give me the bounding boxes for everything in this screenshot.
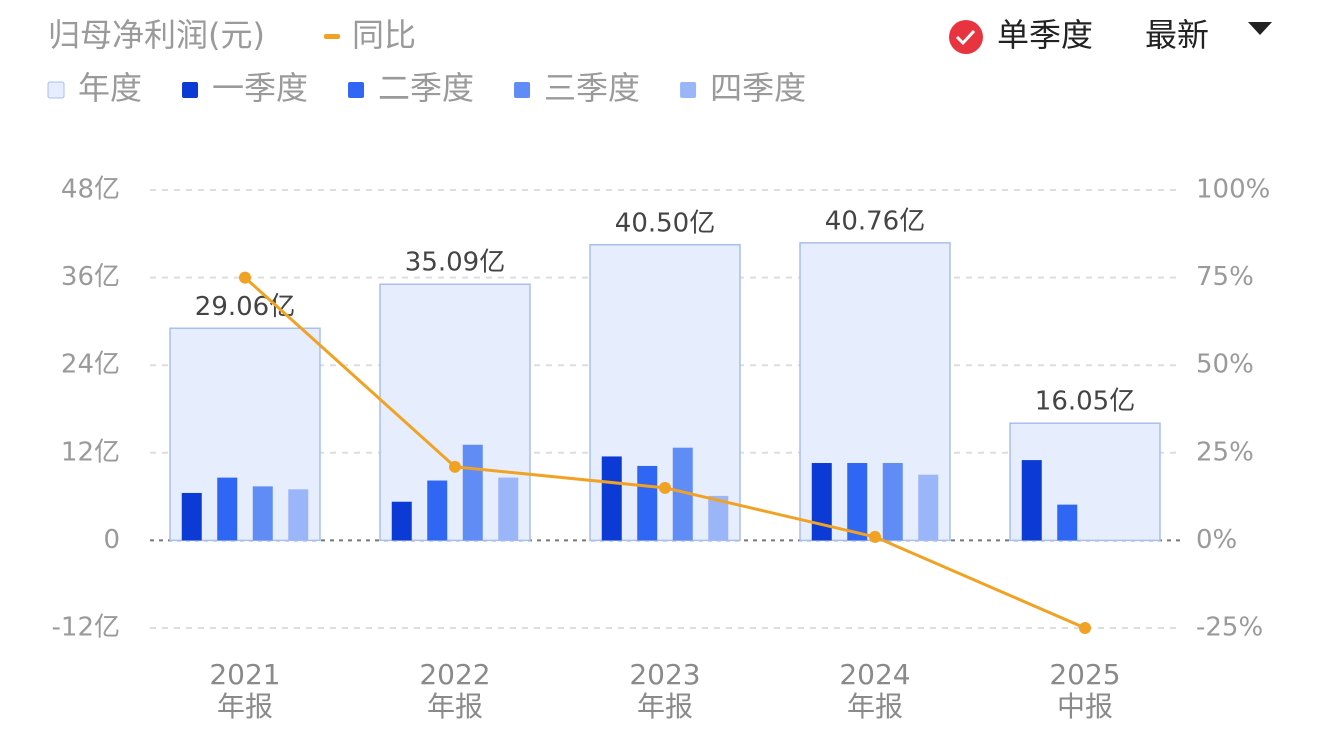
quarter-bar [847, 463, 868, 541]
x-tick-sublabel: 年报 [637, 690, 693, 723]
legend-swatch [514, 82, 531, 98]
y2-tick-label: 50% [1196, 350, 1254, 380]
x-tick-sublabel: 年报 [217, 690, 273, 723]
quarter-bar [601, 456, 622, 541]
y-tick-label: 24亿 [61, 350, 120, 380]
quarter-bar [1021, 460, 1042, 541]
x-tick-sublabel: 年报 [427, 690, 483, 723]
value-label: 35.09亿 [405, 248, 505, 278]
y2-tick-label: 75% [1196, 262, 1254, 292]
yoy-point [449, 460, 461, 473]
legend-label: 同比 [352, 16, 416, 54]
x-tick-label: 2025 [1049, 658, 1120, 691]
y-tick-label: -12亿 [52, 613, 120, 643]
legend-line-swatch [324, 34, 340, 39]
quarter-bar [708, 495, 729, 541]
value-label: 16.05亿 [1035, 387, 1135, 417]
check-mark [955, 29, 976, 46]
quarter-bar [181, 492, 202, 541]
value-label: 40.50亿 [615, 208, 715, 238]
value-label: 40.76亿 [825, 206, 925, 236]
x-tick-sublabel: 年报 [847, 690, 903, 723]
legend-swatch [348, 82, 365, 98]
quarter-bar [672, 447, 693, 541]
y-tick-label: 48亿 [61, 175, 120, 205]
y-tick-label: 36亿 [61, 262, 120, 292]
yoy-point [1079, 622, 1091, 634]
x-tick-sublabel: 中报 [1057, 690, 1113, 723]
quarter-bar [427, 480, 448, 541]
quarter-bar [637, 465, 658, 541]
value-label: 29.06亿 [195, 292, 295, 322]
y2-tick-label: 100% [1196, 175, 1270, 205]
yoy-point [869, 530, 881, 543]
quarter-bar [1057, 504, 1078, 541]
quarter-bar [811, 463, 832, 541]
legend-label: 一季度 [212, 69, 308, 107]
y2-tick-label: 0% [1196, 525, 1237, 555]
y-tick-label: 0 [103, 525, 120, 555]
latest-dropdown[interactable]: 最新 [1145, 16, 1272, 54]
legend-label: 四季度 [710, 69, 806, 107]
x-tick-label: 2023 [629, 658, 700, 691]
legend-swatch [47, 81, 65, 99]
quarter-bar [252, 486, 273, 541]
single-quarter-toggle[interactable]: 单季度 [949, 16, 1093, 54]
y2-tick-label: -25% [1196, 613, 1263, 643]
quarter-bar [462, 444, 483, 541]
legend-label: 三季度 [544, 69, 640, 107]
toggle-label[interactable]: 单季度 [997, 16, 1093, 54]
check-icon[interactable] [949, 20, 983, 54]
quarter-bar [918, 474, 939, 541]
quarter-bar [288, 489, 309, 541]
dropdown-label[interactable]: 最新 [1145, 16, 1209, 54]
x-tick-label: 2022 [419, 658, 490, 691]
yoy-point [659, 481, 671, 494]
y-tick-label: 12亿 [61, 437, 120, 467]
y2-tick-label: 25% [1196, 437, 1254, 467]
quarter-bar [498, 477, 519, 541]
quarter-bar [882, 463, 903, 541]
chart-title: 归母净利润(元) [48, 16, 265, 54]
legend-label: 二季度 [378, 69, 474, 107]
quarter-bar [391, 501, 412, 541]
legend-swatch [680, 82, 697, 98]
legend-label: 年度 [78, 69, 142, 107]
dropdown-arrow[interactable] [1248, 22, 1272, 35]
x-tick-label: 2021 [209, 658, 280, 691]
x-tick-label: 2024 [839, 658, 910, 691]
yoy-point [239, 271, 251, 284]
quarter-bar [217, 477, 238, 541]
legend-swatch [182, 82, 199, 98]
